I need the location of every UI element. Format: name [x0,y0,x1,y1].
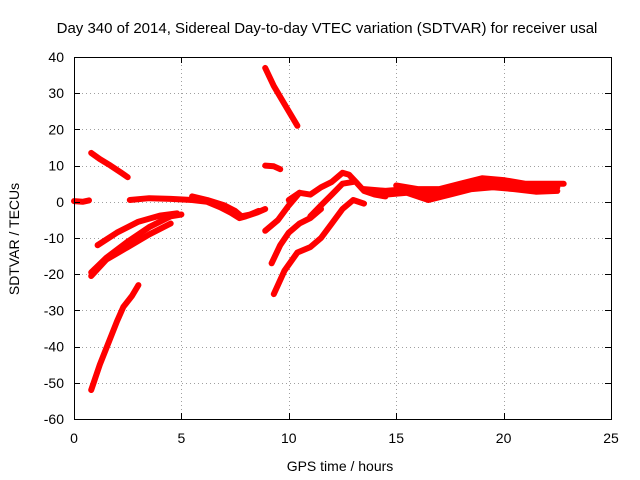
data-series-track-13 [270,197,367,298]
series-layer [71,64,567,393]
data-series-track-18 [393,175,567,193]
x-tick-label: 10 [281,430,297,446]
y-tick-label: 10 [48,158,64,174]
chart-title: Day 340 of 2014, Sidereal Day-to-day VTE… [57,20,598,37]
data-series-track-9 [262,64,301,129]
y-tick-label: -10 [44,230,64,246]
data-series-track-5 [88,220,174,279]
y-axis-label: SDTVAR / TECUs [6,183,22,295]
grid-layer [74,57,611,419]
data-series-track-10 [262,162,284,173]
data-series-track-15 [307,178,357,220]
x-tick-label: 15 [388,430,404,446]
data-series-track-3 [88,282,142,393]
y-tick-label: -30 [44,302,64,318]
y-tick-label: -50 [44,375,64,391]
y-tick-label: -40 [44,339,64,355]
x-tick-label: 25 [603,430,619,446]
data-series-track-2 [88,149,131,181]
x-tick-label: 5 [178,430,186,446]
y-tick-label: -20 [44,266,64,282]
data-series-track-6 [94,210,181,249]
x-axis-label: GPS time / hours [287,458,394,474]
y-tick-label: 20 [48,121,64,137]
y-tick-label: 40 [48,49,64,65]
data-series-track-1 [71,197,92,205]
y-tick-label: 0 [56,194,64,210]
x-tick-label: 20 [496,430,512,446]
y-tick-label: 30 [48,85,64,101]
x-tick-label: 0 [70,430,78,446]
data-series-track-17 [382,184,561,203]
ticks-layer: 0 5 10 15 20 25 -60 -50 -40 -30 -20 -10 0 10 20 30 40 [44,49,619,446]
y-tick-label: -60 [44,411,64,427]
data-series-track-8 [189,193,262,220]
